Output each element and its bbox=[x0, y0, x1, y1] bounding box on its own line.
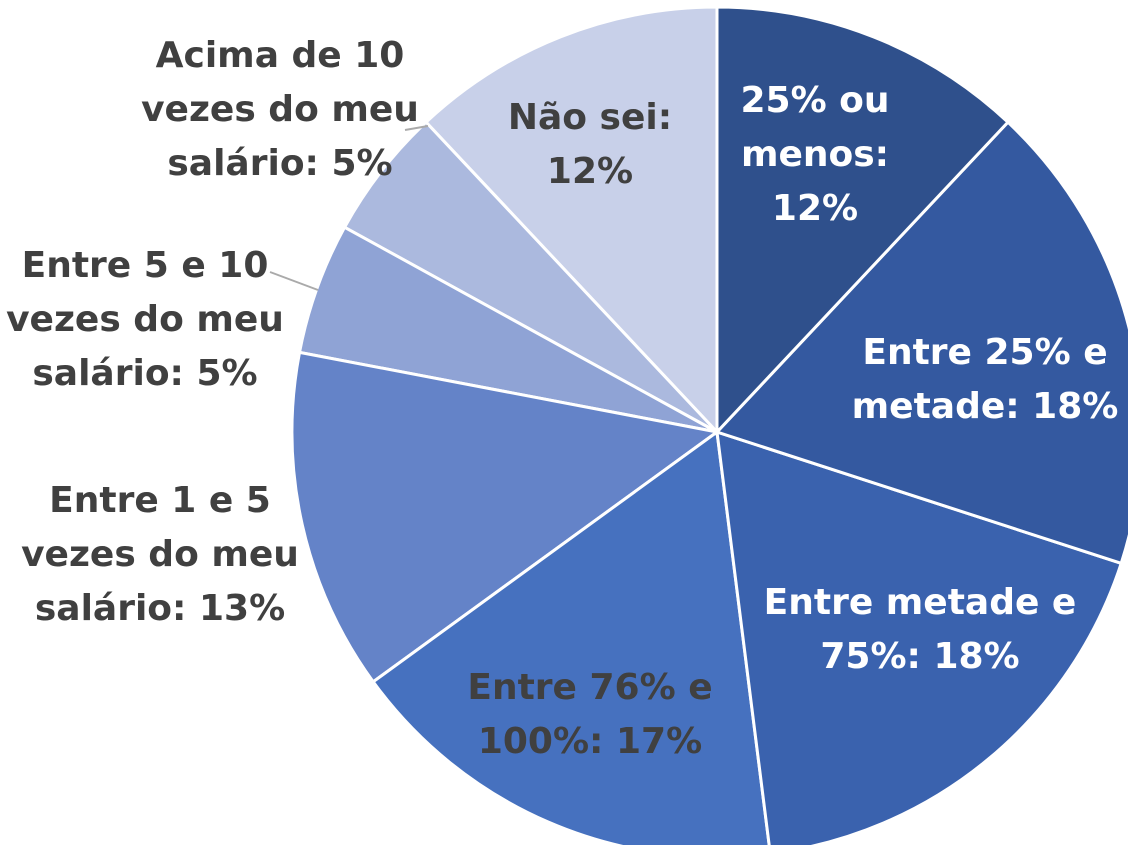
slice-label: 25% ou menos: 12% bbox=[715, 74, 915, 236]
page: (() => { const data = JSON.parse(documen… bbox=[0, 0, 1128, 845]
slice-label: Entre metade e 75%: 18% bbox=[750, 576, 1090, 684]
slice-label: Entre 25% e metade: 18% bbox=[835, 326, 1128, 434]
slice-label: Entre 5 e 10 vezes do meu salário: 5% bbox=[0, 239, 295, 401]
slice-label: Entre 76% e 100%: 17% bbox=[440, 661, 740, 769]
slice-label: Não sei: 12% bbox=[490, 91, 690, 199]
slice-label: Acima de 10 vezes do meu salário: 5% bbox=[130, 29, 430, 191]
slice-label: Entre 1 e 5 vezes do meu salário: 13% bbox=[10, 474, 310, 636]
